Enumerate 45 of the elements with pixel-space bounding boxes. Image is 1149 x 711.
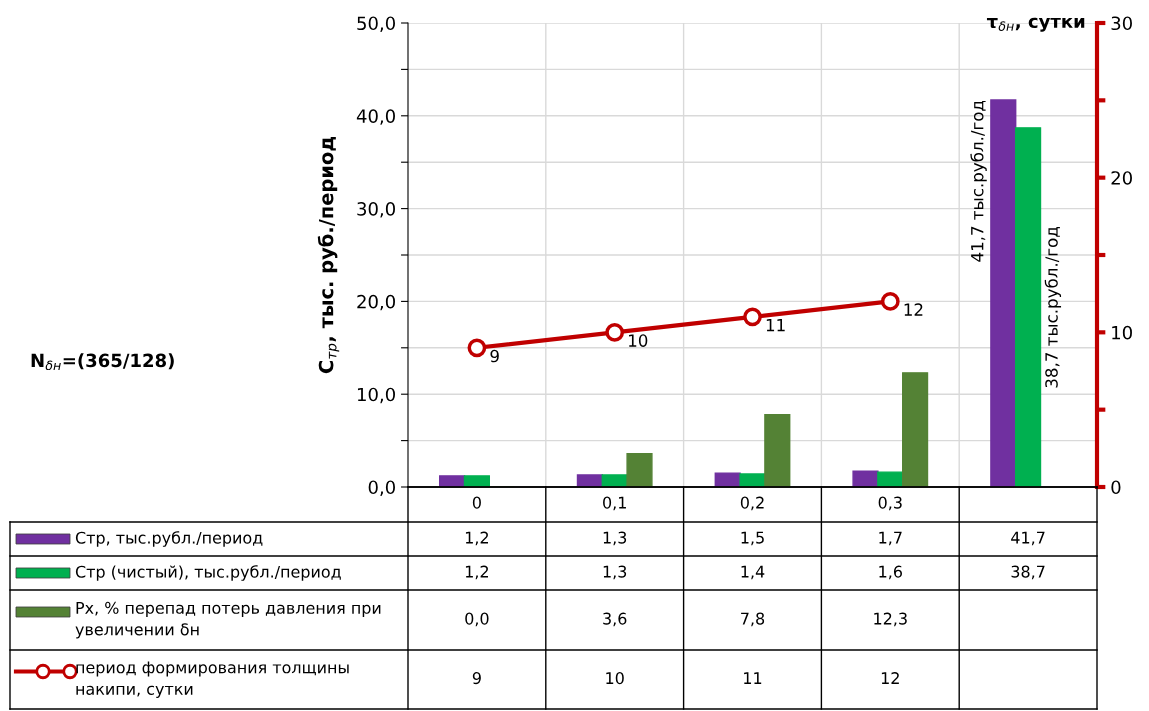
data-label: 1,4 <box>741 565 765 580</box>
legend-label: Стр, тыс.рубл./период <box>75 531 263 547</box>
data-label: 10 <box>606 672 624 685</box>
data-label: 7,8 <box>741 612 765 627</box>
data-label: 1,3 <box>603 565 627 580</box>
x-tick-label: 0,1 <box>603 496 626 511</box>
y2-tick-label: 10 <box>1112 325 1132 340</box>
data-label: 1,2 <box>465 531 488 546</box>
y2-tick-label: 0 <box>1111 480 1121 495</box>
data-label: 1,3 <box>603 531 627 546</box>
y-tick-label: 10,0 <box>357 387 395 404</box>
text: 11 <box>766 319 785 332</box>
y2-tick-label: 20 <box>1111 171 1132 185</box>
data-label: 11 <box>744 672 762 684</box>
legend-label: период формирования толщины накипи, сутки <box>76 661 349 698</box>
x-tick-label: 0,2 <box>740 496 764 511</box>
annotation: 38,7 тыс.рубл./год <box>1044 227 1062 388</box>
y-tick-label: 50,0 <box>357 16 395 32</box>
y-tick-label: 0,0 <box>368 480 395 496</box>
y-tick-label: 40,0 <box>356 109 395 125</box>
data-label: 12,3 <box>874 612 907 627</box>
text: 9 <box>490 349 499 363</box>
x-tick-label: 0,3 <box>878 496 902 511</box>
data-label: 3,6 <box>603 612 627 627</box>
data-label: 9 <box>472 672 481 685</box>
y-tick-label: 20,0 <box>357 294 395 311</box>
y2-axis-title: τ$_{δн}$, сутки <box>986 17 1085 32</box>
text: N$_{δн}$=(365/128) <box>31 353 174 371</box>
data-label: 41,7 <box>1011 531 1045 546</box>
data-label: 38,7 <box>1011 565 1045 580</box>
data-label: 1,6 <box>879 565 902 580</box>
text: 12 <box>904 303 923 316</box>
data-label: 1,7 <box>879 531 902 546</box>
data-label: 1,2 <box>465 565 488 580</box>
legend-label: Стр (чистый), тыс.рубл./период <box>75 565 341 581</box>
x-tick-label: 0 <box>472 496 481 509</box>
y2-tick-label: 30 <box>1111 16 1132 31</box>
y-tick-label: 30,0 <box>357 202 395 218</box>
text: 10 <box>629 334 648 347</box>
data-label: 1,5 <box>741 531 764 546</box>
data-label: 12 <box>881 672 899 684</box>
legend-label: Рх, % перепад потерь давления при увеличении δн <box>75 601 381 639</box>
y-axis-title: C$_{тр}$, тыс. руб./период <box>317 137 340 374</box>
data-label: 0,0 <box>465 612 489 627</box>
annotation: 41,7 тыс.рубл./год <box>970 100 987 262</box>
